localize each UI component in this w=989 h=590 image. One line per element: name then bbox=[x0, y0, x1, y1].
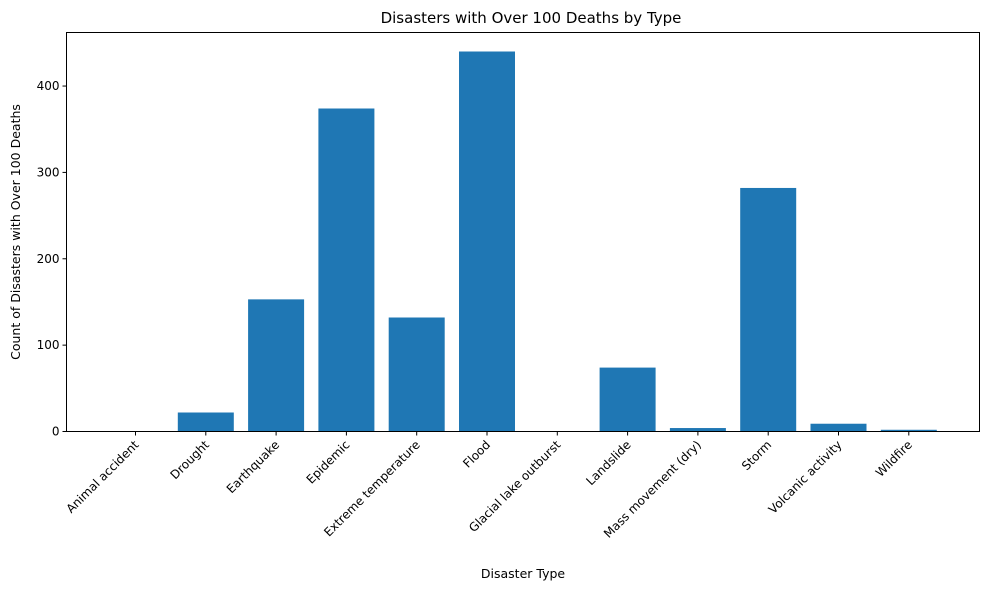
bar-storm bbox=[740, 187, 797, 432]
y-tick-label-100: 100 bbox=[37, 338, 60, 352]
x-tick-label-animal-accident: Animal accident bbox=[63, 438, 141, 516]
chart-title: Disasters with Over 100 Deaths by Type bbox=[381, 9, 682, 27]
y-tick-label-0: 0 bbox=[52, 425, 60, 439]
x-tick-label-wildfire: Wildfire bbox=[873, 438, 915, 480]
x-tick-label-volcanic-activity: Volcanic activity bbox=[766, 438, 845, 517]
bar-extreme-temperature bbox=[388, 317, 445, 432]
x-axis-label: Disaster Type bbox=[481, 566, 566, 581]
bar-landslide bbox=[599, 367, 656, 432]
x-tick-label-epidemic: Epidemic bbox=[304, 438, 353, 487]
x-tick-label-drought: Drought bbox=[168, 438, 213, 483]
bar-wildfire bbox=[880, 429, 937, 432]
y-tick-label-300: 300 bbox=[37, 165, 60, 179]
bar-epidemic bbox=[318, 108, 375, 432]
plot-frame bbox=[66, 32, 980, 432]
bar-flood bbox=[459, 51, 515, 432]
bar-earthquake bbox=[248, 299, 305, 432]
bar-drought bbox=[177, 412, 234, 432]
y-tick-label-200: 200 bbox=[37, 252, 60, 266]
plot-area: Animal accident Drought Earthquake Epidemic… bbox=[37, 51, 937, 541]
y-axis-label: Count of Disasters with Over 100 Deaths bbox=[8, 104, 23, 360]
x-tick-label-storm: Storm bbox=[739, 438, 774, 473]
x-tick-label-earthquake: Earthquake bbox=[224, 438, 282, 496]
x-tick-label-landslide: Landslide bbox=[583, 438, 633, 488]
x-tick-label-flood: Flood bbox=[460, 438, 493, 471]
y-tick-label-400: 400 bbox=[37, 79, 60, 93]
bar-mass-movement-dry bbox=[669, 428, 726, 432]
bar-volcanic-activity bbox=[810, 423, 867, 432]
